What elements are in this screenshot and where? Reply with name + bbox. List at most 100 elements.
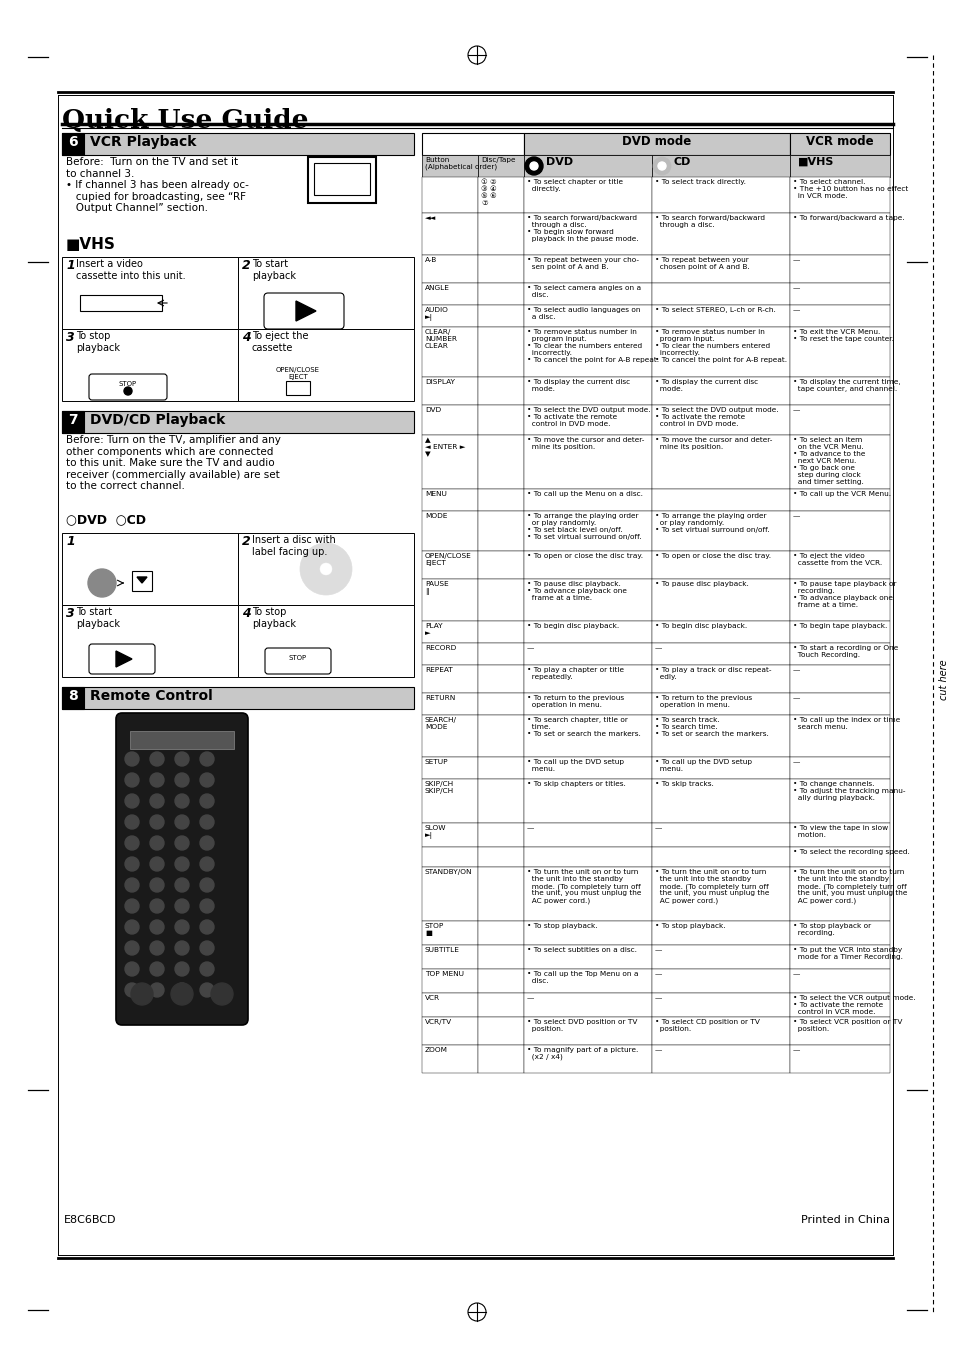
Text: ① ②
③ ④
⑤ ⑥
⑦: ① ② ③ ④ ⑤ ⑥ ⑦ [480, 180, 497, 207]
Bar [62, 687, 414, 709]
Text: OPEN/CLOSE
EJECT: OPEN/CLOSE EJECT [424, 554, 471, 566]
Bar [651, 994, 789, 1017]
Bar [523, 255, 651, 284]
Bar [651, 757, 789, 779]
Bar [789, 969, 889, 994]
Bar [651, 327, 789, 377]
Text: • To call up the DVD setup
  menu.: • To call up the DVD setup menu. [655, 759, 751, 772]
Bar [523, 716, 651, 757]
Text: To stop
playback: To stop playback [76, 331, 120, 352]
Bar [477, 551, 523, 579]
Circle shape [200, 794, 213, 809]
Bar [789, 579, 889, 621]
Bar [789, 779, 889, 824]
Bar [789, 155, 889, 177]
Bar [421, 405, 477, 435]
Text: cut here: cut here [938, 660, 948, 701]
Circle shape [125, 794, 139, 809]
Circle shape [658, 162, 665, 170]
Bar [421, 284, 477, 305]
Bar [523, 405, 651, 435]
Bar [523, 177, 651, 213]
Circle shape [124, 387, 132, 396]
Bar [523, 921, 651, 945]
Bar [651, 921, 789, 945]
Bar [651, 305, 789, 327]
Bar [477, 824, 523, 846]
Text: • To play a chapter or title
  repeatedly.: • To play a chapter or title repeatedly. [526, 667, 623, 680]
Text: —: — [792, 1048, 800, 1053]
Bar [237, 256, 414, 329]
Bar [789, 327, 889, 377]
Text: Button
(Alphabetical order): Button (Alphabetical order) [424, 157, 497, 170]
Bar [477, 489, 523, 512]
Bar [421, 994, 477, 1017]
Text: DISPLAY: DISPLAY [424, 379, 455, 385]
Bar [477, 779, 523, 824]
Text: • To arrange the playing order
  or play randomly.
• To set virtual surround on/: • To arrange the playing order or play r… [655, 513, 769, 533]
Bar [789, 405, 889, 435]
Bar [651, 284, 789, 305]
Text: • To arrange the playing order
  or play randomly.
• To set black level on/off.
: • To arrange the playing order or play r… [526, 513, 641, 540]
Text: —: — [655, 1048, 661, 1053]
Bar [523, 327, 651, 377]
Bar [477, 435, 523, 489]
Bar [651, 867, 789, 921]
Text: DVD: DVD [424, 406, 440, 413]
Text: TOP MENU: TOP MENU [424, 971, 463, 977]
Bar [523, 969, 651, 994]
Bar [477, 994, 523, 1017]
Bar [651, 1045, 789, 1073]
Bar [62, 533, 237, 605]
Text: RECORD: RECORD [424, 645, 456, 651]
Text: E8C6BCD: E8C6BCD [64, 1215, 116, 1224]
Bar [523, 846, 651, 867]
Text: MODE: MODE [424, 513, 447, 518]
Text: 1: 1 [66, 535, 74, 548]
Bar [789, 621, 889, 643]
Text: AUDIO
►|: AUDIO ►| [424, 306, 449, 321]
Bar [314, 163, 370, 194]
Circle shape [125, 983, 139, 998]
Bar [789, 284, 889, 305]
Text: • To pause disc playback.: • To pause disc playback. [655, 580, 748, 587]
Bar [421, 643, 477, 666]
Text: • To put the VCR into standby
  mode for a Timer Recording.: • To put the VCR into standby mode for a… [792, 946, 902, 960]
Circle shape [150, 857, 164, 871]
Text: —: — [792, 256, 800, 263]
Bar [523, 621, 651, 643]
Circle shape [174, 857, 189, 871]
Circle shape [319, 563, 332, 575]
Bar [477, 1045, 523, 1073]
Text: To eject the
cassette: To eject the cassette [252, 331, 308, 352]
Bar [477, 512, 523, 551]
Circle shape [200, 836, 213, 850]
Bar [523, 284, 651, 305]
Text: To stop
playback: To stop playback [252, 608, 295, 629]
Bar [651, 693, 789, 716]
Circle shape [125, 878, 139, 892]
Circle shape [530, 162, 537, 170]
Bar [421, 867, 477, 921]
Text: • To select camera angles on a
  disc.: • To select camera angles on a disc. [526, 285, 640, 298]
Text: • To stop playback.: • To stop playback. [526, 923, 597, 929]
Bar [789, 1045, 889, 1073]
Bar [789, 945, 889, 969]
Bar [523, 666, 651, 693]
Bar [421, 666, 477, 693]
Text: —: — [792, 759, 800, 765]
Text: —: — [792, 406, 800, 413]
Circle shape [174, 836, 189, 850]
Bar [308, 157, 375, 202]
Circle shape [174, 899, 189, 913]
Bar [421, 551, 477, 579]
FancyBboxPatch shape [89, 374, 167, 400]
Text: SETUP: SETUP [424, 759, 448, 765]
Text: PLAY
►: PLAY ► [424, 622, 442, 636]
Bar [523, 693, 651, 716]
Bar [477, 155, 523, 177]
Bar [421, 1017, 477, 1045]
Text: —: — [526, 825, 534, 832]
Circle shape [150, 899, 164, 913]
Bar [477, 643, 523, 666]
